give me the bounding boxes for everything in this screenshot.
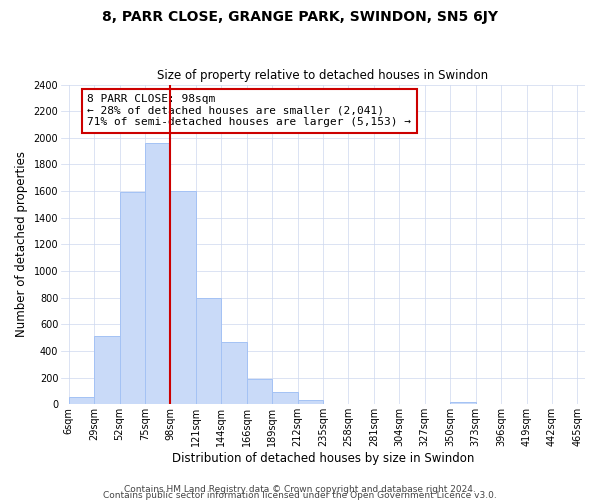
Text: Contains public sector information licensed under the Open Government Licence v3: Contains public sector information licen… [103, 490, 497, 500]
Text: 8 PARR CLOSE: 98sqm
← 28% of detached houses are smaller (2,041)
71% of semi-det: 8 PARR CLOSE: 98sqm ← 28% of detached ho… [87, 94, 411, 128]
X-axis label: Distribution of detached houses by size in Swindon: Distribution of detached houses by size … [172, 452, 474, 465]
Bar [119, 192, 145, 404]
Text: 8, PARR CLOSE, GRANGE PARK, SWINDON, SN5 6JY: 8, PARR CLOSE, GRANGE PARK, SWINDON, SN5… [102, 10, 498, 24]
Bar [221, 342, 247, 404]
Bar [170, 191, 196, 404]
Bar [272, 392, 298, 404]
Y-axis label: Number of detached properties: Number of detached properties [15, 152, 28, 338]
Bar [69, 397, 94, 404]
Bar [145, 143, 170, 405]
Text: Contains HM Land Registry data © Crown copyright and database right 2024.: Contains HM Land Registry data © Crown c… [124, 484, 476, 494]
Bar [450, 402, 476, 404]
Bar [247, 379, 272, 404]
Bar [298, 400, 323, 404]
Title: Size of property relative to detached houses in Swindon: Size of property relative to detached ho… [157, 69, 488, 82]
Bar [196, 298, 221, 405]
Bar [94, 336, 119, 404]
